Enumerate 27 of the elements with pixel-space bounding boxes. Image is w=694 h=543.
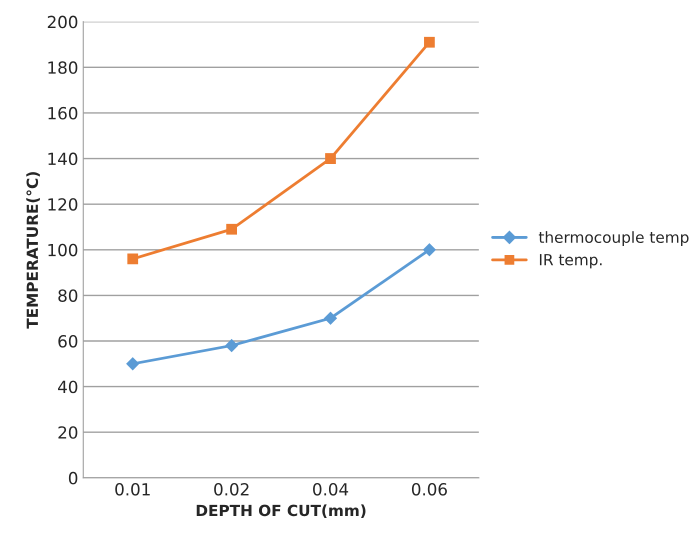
- y-tick-label: 60: [58, 334, 78, 348]
- y-tick-label: 0: [68, 472, 78, 484]
- point: [225, 339, 238, 352]
- y-tick-label: 100: [48, 244, 78, 256]
- y-tick-label: 20: [58, 426, 78, 439]
- point: [324, 312, 337, 325]
- point: [424, 36, 435, 48]
- legend-label: thermocouple temp: [538, 231, 689, 246]
- legend-label: IR temp.: [540, 254, 602, 268]
- y-tick-label: 80: [58, 289, 78, 302]
- y-tick-label: 140: [48, 152, 78, 166]
- point: [325, 153, 336, 164]
- x-tick-label: 0.06: [412, 482, 447, 496]
- x-tick-label: 0.02: [214, 482, 249, 496]
- y-tick-label: 160: [48, 106, 78, 120]
- point: [226, 224, 238, 235]
- point: [127, 254, 138, 264]
- y-tick-label: 180: [48, 61, 78, 74]
- y-tick-label: 120: [48, 198, 78, 211]
- y-tick-label: 200: [48, 16, 78, 28]
- y-axis-title: TEMPERATURE(°C): [26, 172, 40, 329]
- point: [423, 243, 436, 256]
- x-tick-label: 0.01: [115, 482, 150, 496]
- x-tick-label: 0.04: [313, 482, 348, 496]
- y-tick-label: 40: [58, 380, 78, 394]
- x-axis-title: DEPTH OF CUT(mm): [196, 504, 366, 518]
- point: [126, 357, 140, 370]
